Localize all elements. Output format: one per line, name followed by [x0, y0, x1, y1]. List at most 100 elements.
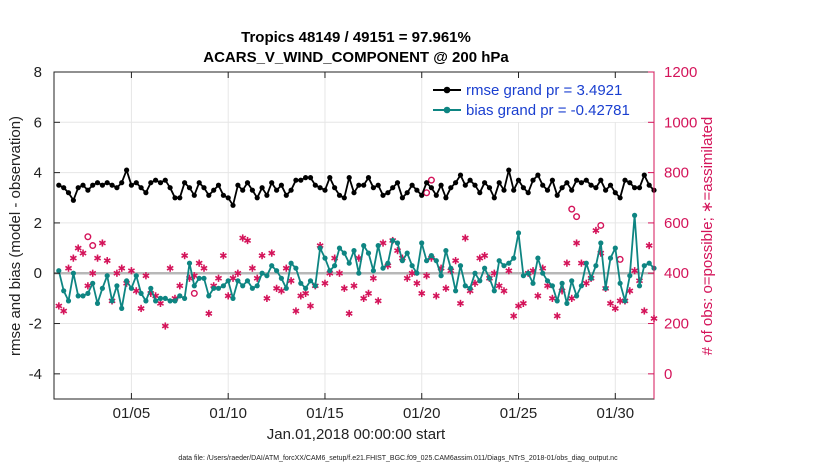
- bias-point: [99, 285, 105, 291]
- obs-assimilated-marker: [55, 302, 63, 310]
- rmse-point: [453, 180, 459, 186]
- obs-assimilated-marker: [379, 239, 387, 247]
- bias-point: [462, 283, 468, 289]
- bias-point: [249, 285, 255, 291]
- obs-assimilated-marker: [432, 292, 440, 300]
- obs-assimilated-marker: [335, 269, 344, 277]
- bias-point: [114, 283, 120, 289]
- rmse-point: [206, 192, 212, 198]
- obs-assimilated-marker: [606, 299, 614, 308]
- obs-possible-marker: [84, 233, 92, 241]
- bias-point: [312, 283, 318, 289]
- bias-point: [380, 265, 386, 271]
- bias-point: [307, 278, 314, 284]
- rmse-point: [525, 190, 531, 196]
- rmse-point: [177, 195, 183, 201]
- chart-title-line1: Tropics 48149 / 49151 = 97.961%: [241, 29, 471, 46]
- rmse-point: [264, 192, 270, 198]
- rmse-point: [269, 180, 275, 186]
- bias-point: [549, 283, 556, 289]
- rmse-point: [641, 172, 647, 178]
- obs-assimilated-marker: [229, 274, 237, 282]
- bias-point: [182, 295, 188, 301]
- y-tick-label-right: 400: [664, 265, 689, 282]
- rmse-point: [167, 185, 173, 191]
- bias-point: [482, 265, 488, 271]
- rmse-point: [588, 182, 594, 188]
- rmse-point: [336, 192, 343, 198]
- bias-point: [264, 273, 270, 279]
- obs-assimilated-marker: [74, 244, 82, 252]
- bias-series: [56, 212, 657, 311]
- rmse-point: [75, 185, 81, 191]
- y-axis-label-right: # of obs: o=possible; ∗=assimilated: [699, 117, 716, 356]
- y-tick-label-left: 4: [34, 165, 42, 182]
- y-tick-label-right: 200: [664, 316, 689, 333]
- bias-point: [404, 250, 410, 256]
- rmse-point: [428, 185, 434, 191]
- bias-point: [520, 273, 527, 279]
- bias-point: [133, 273, 139, 279]
- bias-point: [617, 280, 623, 286]
- rmse-point: [578, 180, 585, 186]
- bias-point: [598, 240, 604, 246]
- bias-point: [506, 260, 512, 266]
- rmse-point: [90, 182, 96, 188]
- bias-point: [274, 268, 280, 274]
- rmse-point: [574, 177, 580, 183]
- rmse-point: [244, 180, 251, 186]
- obs-assimilated-marker: [519, 299, 527, 308]
- y-tick-label-right: 1200: [664, 64, 697, 81]
- rmse-point: [443, 195, 449, 201]
- bias-point: [564, 300, 570, 306]
- obs-assimilated-marker: [79, 249, 87, 257]
- rmse-point: [341, 195, 347, 201]
- obs-assimilated-marker: [418, 289, 426, 297]
- obs-assimilated-marker: [156, 299, 164, 308]
- bias-point: [491, 288, 497, 294]
- rmse-point: [157, 180, 164, 186]
- obs-assimilated-marker: [456, 299, 464, 308]
- obs-assimilated-marker: [369, 274, 377, 282]
- bias-point: [370, 268, 376, 274]
- legend-rmse-label: rmse grand pr = 3.4921: [466, 82, 622, 99]
- rmse-point: [540, 182, 546, 188]
- obs-assimilated-marker: [345, 309, 353, 318]
- bias-point: [119, 305, 125, 311]
- rmse-line: [58, 169, 655, 207]
- rmse-point: [477, 190, 483, 196]
- obs-assimilated-marker: [142, 272, 150, 280]
- bias-point: [593, 263, 599, 269]
- bias-point: [569, 278, 575, 284]
- obs-assimilated-marker: [548, 294, 556, 302]
- rmse-point: [646, 182, 652, 188]
- obs-assimilated-marker: [481, 252, 489, 260]
- rmse-point: [598, 177, 604, 183]
- rmse-point: [433, 192, 439, 198]
- rmse-point: [530, 177, 536, 183]
- bias-point: [375, 243, 381, 249]
- bias-point: [641, 263, 647, 269]
- obs-assimilated-marker: [268, 249, 276, 257]
- legend-box: [426, 78, 644, 122]
- rmse-point: [544, 187, 551, 193]
- bias-point: [511, 255, 517, 261]
- axis-ticks: 01/05 01/10 01/15 01/20 01/25 01/30 8 6 4 2 0 -2 -4 1…: [29, 64, 698, 422]
- bias-point: [365, 250, 372, 256]
- y-tick-label-left: 2: [34, 215, 42, 232]
- obs-assimilated-marker: [592, 226, 600, 235]
- obs-assimilated-marker: [403, 274, 411, 282]
- rmse-point: [603, 187, 609, 193]
- rmse-point: [636, 185, 643, 191]
- obs-assimilated-marker: [568, 294, 576, 302]
- rmse-point: [520, 185, 527, 191]
- bias-point: [622, 298, 628, 304]
- rmse-point: [182, 180, 188, 186]
- rmse-point: [230, 202, 236, 208]
- obs-assimilated-marker: [423, 272, 431, 280]
- rmse-point: [346, 175, 352, 181]
- obs-possible-marker: [427, 176, 435, 184]
- bias-point: [196, 275, 202, 281]
- x-tick-label: 01/15: [306, 405, 344, 422]
